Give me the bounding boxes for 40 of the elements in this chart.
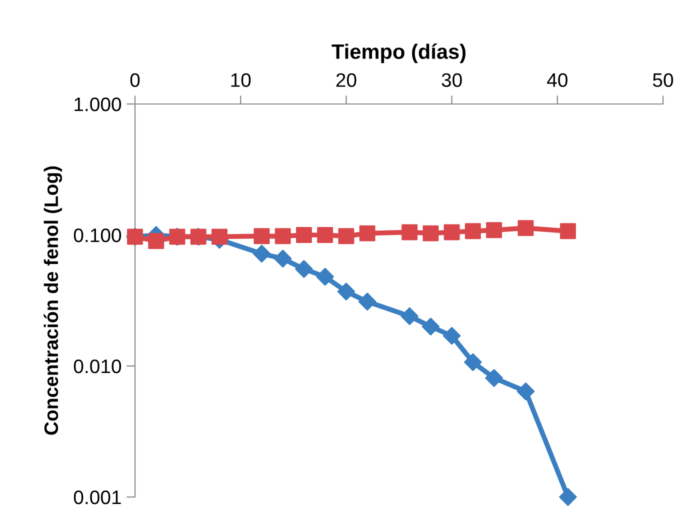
point xyxy=(359,225,376,242)
point xyxy=(254,228,270,244)
x-tick-label: 10 xyxy=(231,73,251,87)
point xyxy=(274,250,292,268)
point xyxy=(560,223,576,240)
point xyxy=(559,488,577,506)
x-tick-label: 40 xyxy=(547,73,568,87)
x-tick-label: 20 xyxy=(336,73,356,87)
point xyxy=(296,227,312,243)
point xyxy=(337,282,356,300)
y-axis-title: Concentración de fenol (Log) xyxy=(44,166,62,435)
point xyxy=(317,227,334,243)
x-tick-label: 30 xyxy=(442,73,462,87)
x-axis-title: Tiempo (días) xyxy=(332,44,466,64)
point xyxy=(400,307,418,326)
point xyxy=(274,228,291,244)
y-tick-label: 0.100 xyxy=(74,228,122,242)
point xyxy=(252,244,271,263)
point xyxy=(518,220,534,236)
point xyxy=(464,353,482,372)
y-tick-label: 1.000 xyxy=(74,97,122,112)
y-tick-label: 0.010 xyxy=(74,359,122,374)
point xyxy=(295,260,313,278)
x-tick-label: 0 xyxy=(130,73,140,87)
point xyxy=(212,228,228,245)
point xyxy=(464,223,481,240)
point xyxy=(338,228,354,244)
y-tick-label: 0.001 xyxy=(74,490,121,504)
point xyxy=(444,224,460,240)
point xyxy=(402,224,418,240)
point xyxy=(422,318,440,336)
point xyxy=(516,382,535,400)
point xyxy=(422,225,439,242)
point xyxy=(486,222,502,238)
point xyxy=(316,268,334,286)
point xyxy=(148,233,164,249)
point xyxy=(358,292,376,311)
point xyxy=(442,326,461,345)
x-tick-label: 50 xyxy=(652,73,674,87)
point xyxy=(485,369,503,387)
